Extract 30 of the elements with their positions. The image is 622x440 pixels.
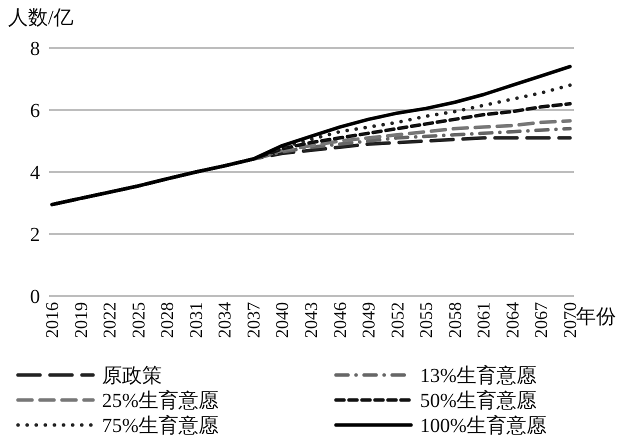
legend-label: 50%生育意愿 — [420, 389, 537, 412]
x-tick-label: 2067 — [531, 302, 552, 338]
legend-label: 25%生育意愿 — [102, 389, 219, 412]
x-tick-label: 2046 — [330, 302, 350, 338]
x-tick-label: 2034 — [214, 302, 235, 338]
x-tick-label: 2061 — [474, 302, 494, 338]
y-axis-title: 人数/亿 — [8, 7, 74, 29]
x-tick-label: 2058 — [444, 302, 465, 338]
y-tick-label: 4 — [30, 162, 40, 184]
y-tick-label: 8 — [30, 38, 40, 60]
x-tick-label: 2022 — [100, 302, 120, 338]
x-tick-label: 2031 — [186, 302, 206, 338]
legend-label: 原政策 — [102, 365, 162, 387]
x-tick-label: 2055 — [416, 302, 436, 338]
legend-label: 75%生育意愿 — [102, 414, 219, 437]
y-tick-label: 2 — [30, 224, 40, 246]
x-tick-label: 2052 — [387, 302, 408, 338]
legend-label: 100%生育意愿 — [420, 414, 547, 437]
x-tick-label: 2049 — [358, 302, 379, 338]
x-tick-label: 2025 — [128, 302, 148, 338]
y-tick-label: 0 — [30, 286, 40, 308]
y-tick-label: 6 — [30, 100, 40, 122]
x-tick-label: 2028 — [157, 302, 178, 338]
x-tick-label: 2019 — [70, 302, 91, 338]
x-tick-label: 2016 — [42, 302, 62, 338]
x-tick-label: 2040 — [272, 302, 292, 338]
x-tick-label: 2064 — [502, 302, 522, 338]
x-tick-label: 2037 — [243, 302, 264, 338]
x-tick-label: 2043 — [301, 302, 321, 338]
legend-label: 13%生育意愿 — [420, 364, 537, 387]
